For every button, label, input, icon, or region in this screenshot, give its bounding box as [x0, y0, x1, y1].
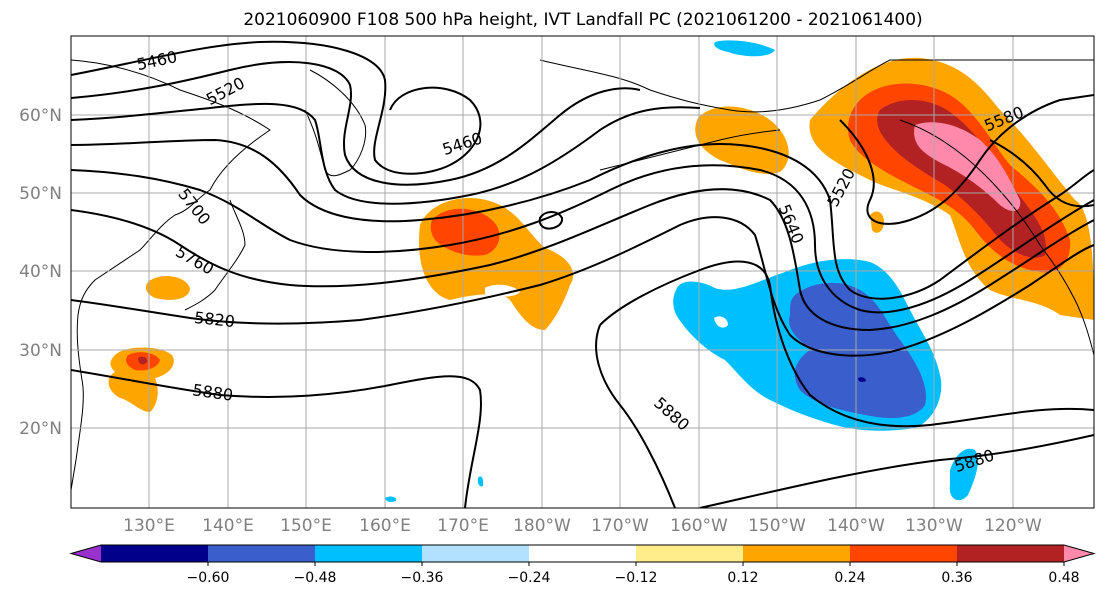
colorbar-segment: [101, 545, 209, 562]
contour-5520-low: [839, 94, 1094, 225]
lon-label: 130°W: [905, 516, 963, 536]
shade-lightblue-bering-top: [714, 40, 775, 57]
lat-label: 40°N: [19, 262, 62, 282]
contour-label: 5820: [193, 308, 235, 331]
lon-label: 180°W: [513, 516, 571, 536]
colorbar-tick-label: −0.48: [294, 570, 337, 586]
lon-label: 170°W: [591, 516, 649, 536]
contour-5460-north: [71, 40, 482, 175]
contour-5820-jet: [71, 216, 1094, 357]
height-contours: [71, 40, 1094, 508]
map-content: 5460 5520 5460 5700 5760 5820 5880 5640 …: [71, 36, 1094, 508]
contour-5880-lower: [595, 324, 676, 508]
colorbar-tick-label: −0.24: [508, 570, 551, 586]
lon-label: 160°E: [359, 516, 411, 536]
lat-label: 50°N: [19, 184, 62, 204]
lon-label: 140°W: [827, 516, 885, 536]
map-title: 2021060900 F108 500 hPa height, IVT Land…: [243, 10, 922, 30]
shade-lightblue-small2: [477, 476, 484, 487]
shade-pink-northamerica: [914, 122, 1021, 212]
lon-label: 140°E: [202, 516, 254, 536]
colorbar-tick-label: 0.36: [941, 570, 972, 586]
colorbar-tick-label: 0.48: [1048, 570, 1079, 586]
colorbar-segment: [208, 545, 316, 562]
contour-5700-jet: [71, 164, 1094, 314]
colorbar-tick-label: 0.12: [727, 570, 758, 586]
coast-japan: [184, 199, 246, 311]
colorbar-tick-label: 0.24: [834, 570, 865, 586]
colorbar: −0.60 −0.48 −0.36 −0.24 −0.12 0.12 0.24 0.36 0.4…: [69, 544, 1096, 586]
colorbar-extend-min: [71, 545, 101, 562]
contour-5520-north: [71, 61, 641, 186]
shade-orange-bering: [695, 106, 789, 174]
lon-label: 130°E: [123, 516, 175, 536]
colorbar-segment: [422, 545, 530, 562]
lon-label: 170°E: [437, 516, 489, 536]
colorbar-segment: [850, 545, 958, 562]
shade-white-subtropics-island: [714, 316, 728, 328]
colorbar-outline: [69, 544, 1096, 563]
lon-label: 150°E: [280, 516, 332, 536]
lon-label: 120°W: [984, 516, 1042, 536]
colorbar-segment: [957, 545, 1065, 562]
colorbar-tick-label: −0.12: [615, 570, 658, 586]
contour-small-loop: [538, 211, 564, 230]
shade-red-centralpacific: [430, 208, 500, 256]
map-frame: [70, 35, 1095, 509]
lat-label: 60°N: [19, 106, 62, 126]
colorbar-tick-label: −0.60: [187, 570, 230, 586]
colorbar-tick-label: −0.36: [401, 570, 444, 586]
shade-orange-japan-south: [145, 276, 190, 300]
shade-lightblue-small1: [385, 496, 397, 502]
lon-label: 150°W: [748, 516, 806, 536]
coast-asia: [71, 59, 271, 491]
lat-label: 30°N: [19, 341, 62, 361]
lat-label: 20°N: [19, 419, 62, 439]
shade-navy-subtropics: [858, 377, 866, 382]
colorbar-segment: [636, 545, 744, 562]
shade-lightblue-hawaii-south: [949, 448, 978, 501]
contour-5640-jet: [71, 138, 1094, 300]
shade-white-centralpacific-hole: [485, 284, 520, 297]
longitude-labels: 130°E 140°E 150°E 160°E 170°E 180°W 170°…: [123, 516, 1042, 536]
latitude-labels: 60°N 50°N 40°N 30°N 20°N: [19, 106, 62, 439]
contour-5760-jet: [71, 188, 1094, 332]
shade-orange-california: [1060, 273, 1094, 318]
contour-5880-east: [599, 260, 1094, 428]
contour-5580-north: [71, 102, 701, 205]
contour-5880-subtropical: [71, 369, 482, 508]
contour-5880-south: [699, 434, 1094, 508]
contour-5580-northeast: [989, 139, 1094, 208]
lon-label: 160°W: [670, 516, 728, 536]
colorbar-segment: [315, 545, 423, 562]
colorbar-segment: [743, 545, 851, 562]
coast-alaska-west: [539, 59, 1094, 113]
colorbar-extend-max: [1064, 545, 1094, 562]
colorbar-segment: [529, 545, 637, 562]
shade-darkred-taiwan: [138, 356, 148, 365]
